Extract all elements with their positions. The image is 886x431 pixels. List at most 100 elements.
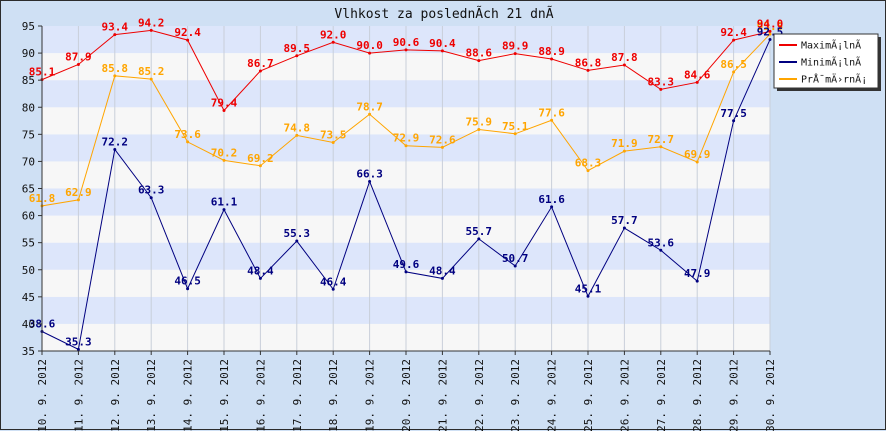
x-tick-label: 24. 9. 2012 — [546, 359, 559, 431]
data-label: 70.2 — [211, 146, 238, 159]
data-label: 77.5 — [720, 107, 747, 120]
data-label: 86.5 — [720, 58, 747, 71]
data-label: 72.9 — [393, 132, 420, 145]
chart-title: Vlhkost za poslednÃ­ch 21 dnÃ­ — [334, 6, 553, 22]
data-point — [113, 74, 117, 78]
x-tick-label: 27. 9. 2012 — [655, 359, 668, 431]
data-point — [222, 109, 226, 112]
data-label: 75.1 — [502, 120, 529, 133]
y-tick-label: 60 — [22, 210, 35, 223]
data-label: 78.7 — [356, 100, 383, 113]
data-point — [186, 287, 190, 291]
y-tick-label: 80 — [22, 101, 35, 114]
data-point — [586, 294, 590, 298]
x-tick-label: 14. 9. 2012 — [182, 359, 195, 431]
data-label: 83.3 — [648, 75, 675, 88]
legend-label: MaximÃ¡lnÃ­ — [801, 39, 861, 52]
data-label: 72.2 — [102, 136, 129, 149]
data-label: 63.3 — [138, 184, 165, 197]
data-point — [113, 33, 117, 37]
data-label: 53.6 — [648, 236, 675, 249]
data-point — [295, 54, 299, 58]
data-label: 62.9 — [65, 186, 92, 199]
data-label: 46.4 — [320, 275, 347, 288]
data-label: 87.9 — [65, 50, 92, 63]
data-label: 92.0 — [320, 28, 347, 41]
data-point — [368, 51, 372, 55]
data-label: 50.7 — [502, 252, 529, 265]
x-tick-label: 11. 9. 2012 — [72, 359, 85, 431]
data-label: 90.4 — [429, 37, 456, 50]
x-tick-label: 16. 9. 2012 — [254, 359, 267, 431]
x-tick-label: 28. 9. 2012 — [691, 359, 704, 431]
data-point — [440, 145, 444, 149]
x-tick-label: 26. 9. 2012 — [618, 359, 631, 431]
data-label: 74.8 — [284, 121, 311, 134]
x-tick-label: 17. 9. 2012 — [291, 359, 304, 431]
data-point — [222, 158, 226, 162]
data-label: 61.6 — [538, 193, 565, 206]
data-label: 47.9 — [684, 267, 711, 280]
data-label: 79.4 — [211, 97, 238, 110]
data-label: 87.8 — [611, 51, 638, 64]
data-label: 77.6 — [538, 106, 565, 119]
data-point — [258, 164, 262, 168]
data-point — [368, 179, 372, 183]
x-tick-label: 13. 9. 2012 — [145, 359, 158, 431]
data-label: 89.5 — [284, 42, 311, 55]
x-tick-label: 22. 9. 2012 — [473, 359, 486, 431]
data-point — [404, 144, 408, 148]
data-label: 55.3 — [284, 227, 311, 240]
data-point — [695, 160, 699, 164]
x-tick-label: 12. 9. 2012 — [109, 359, 122, 431]
data-label: 93.4 — [102, 21, 129, 34]
plot-grid — [41, 26, 771, 351]
data-point — [222, 208, 226, 212]
data-point — [477, 237, 481, 241]
data-point — [695, 80, 699, 84]
data-point — [768, 32, 772, 36]
data-point — [76, 347, 80, 351]
y-tick-label: 85 — [22, 74, 35, 87]
data-point — [732, 119, 736, 123]
data-point — [295, 239, 299, 243]
x-tick-label: 21. 9. 2012 — [436, 359, 449, 431]
data-label: 73.5 — [320, 128, 347, 141]
data-point — [149, 28, 153, 32]
data-label: 72.7 — [648, 133, 675, 146]
data-point — [186, 140, 190, 144]
data-point — [149, 196, 153, 200]
data-label: 55.7 — [466, 225, 493, 238]
data-label: 94.0 — [757, 17, 784, 30]
data-label: 35.3 — [65, 335, 92, 348]
data-label: 68.3 — [575, 157, 602, 170]
y-tick-label: 50 — [22, 264, 35, 277]
data-label: 46.5 — [174, 275, 201, 288]
x-tick-label: 29. 9. 2012 — [728, 359, 741, 431]
x-tick-label: 20. 9. 2012 — [400, 359, 413, 431]
data-point — [659, 145, 663, 149]
data-label: 49.6 — [393, 258, 420, 271]
data-label: 90.6 — [393, 36, 420, 49]
data-label: 89.9 — [502, 40, 529, 53]
data-point — [258, 276, 262, 280]
x-tick-label: 15. 9. 2012 — [218, 359, 231, 431]
data-point — [331, 140, 335, 144]
data-point — [149, 77, 153, 81]
data-point — [586, 169, 590, 173]
y-tick-label: 65 — [22, 183, 35, 196]
y-tick-label: 75 — [22, 128, 35, 141]
data-point — [404, 48, 408, 52]
data-label: 48.4 — [429, 264, 456, 277]
x-tick-label: 19. 9. 2012 — [364, 359, 377, 431]
data-point — [331, 40, 335, 44]
data-label: 86.8 — [575, 56, 602, 69]
legend: MaximÃ¡lnÃ­ MinimÃ¡lnÃ­ PrÅ¯mÄ›rnÃ¡ — [773, 33, 881, 91]
data-label: 66.3 — [356, 167, 383, 180]
data-point — [622, 226, 626, 230]
y-tick-label: 95 — [22, 20, 35, 33]
data-label: 73.6 — [174, 128, 201, 141]
y-tick-label: 90 — [22, 47, 35, 60]
x-tick-label: 25. 9. 2012 — [582, 359, 595, 431]
